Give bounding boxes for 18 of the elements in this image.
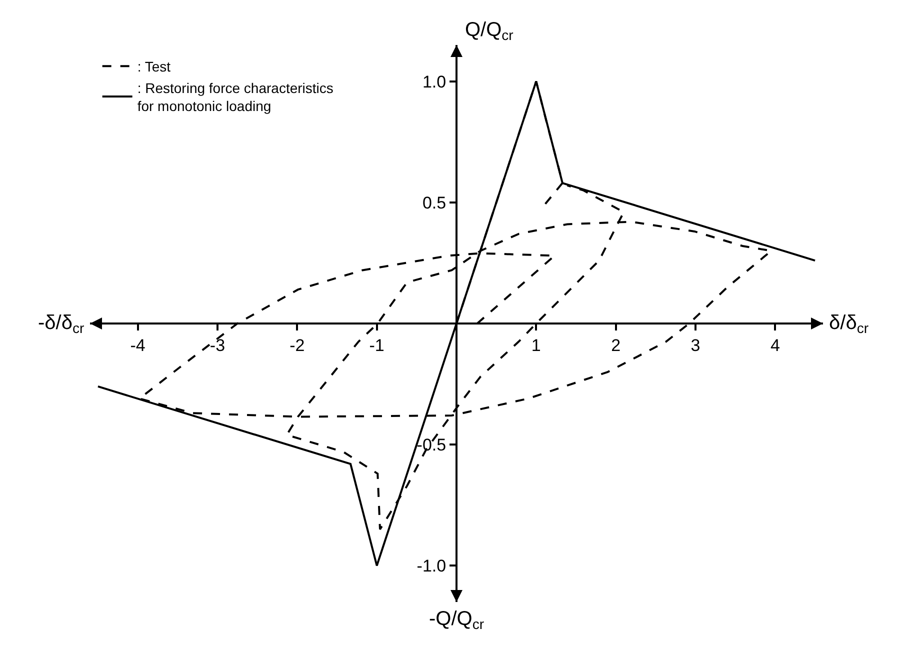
- x-tick-label: -2: [290, 336, 305, 355]
- y-tick-label: -1.0: [416, 556, 446, 576]
- y-tick-label: 1.0: [422, 72, 446, 92]
- text: -Q/Q$_{cr}$: [429, 608, 484, 632]
- x-tick-label: 3: [690, 336, 700, 355]
- text: -δ/δ$_{cr}$: [38, 312, 84, 336]
- y-axis-title: Q/Q$_{cr}$: [465, 19, 514, 44]
- x-tick-label: 1: [531, 336, 541, 355]
- legend-label: : Test: [137, 58, 171, 75]
- x-axis-title: δ/δ$_{cr}$: [829, 312, 869, 336]
- x-tick-label: -4: [130, 336, 146, 355]
- y-tick-label: 0.5: [422, 193, 446, 212]
- x-tick-label: -3: [210, 336, 226, 355]
- legend-label: : Restoring force characteristics for monotonic loading: [137, 80, 334, 114]
- x-tick-label: 2: [611, 336, 621, 355]
- x-tick-label: -1: [369, 336, 384, 355]
- x-tick-label: 4: [770, 336, 780, 355]
- y-tick-label: -0.5: [416, 436, 446, 455]
